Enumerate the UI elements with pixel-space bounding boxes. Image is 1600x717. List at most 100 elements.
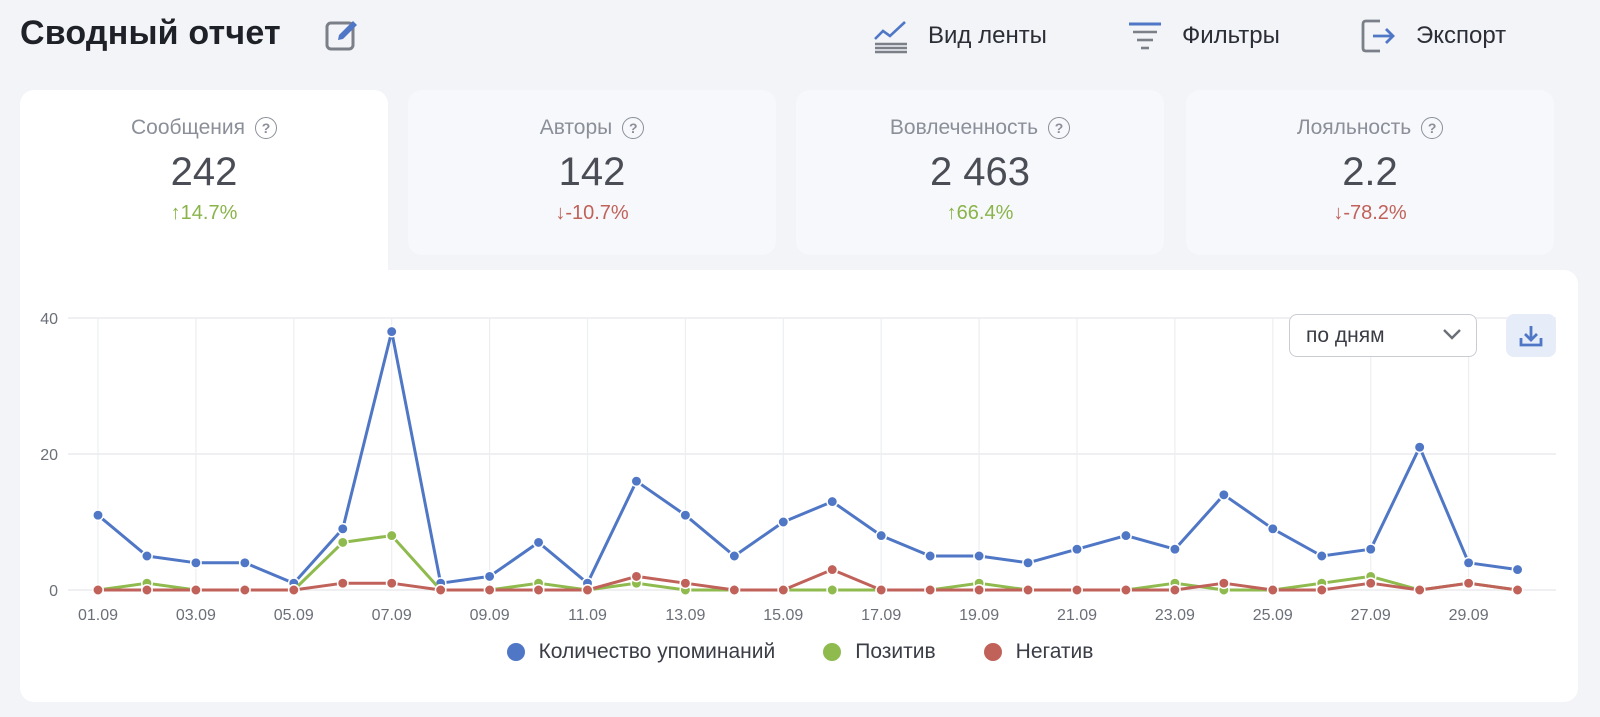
feed-view-label: Вид ленты [928,22,1047,49]
kpi-label: Вовлеченность [889,116,1039,139]
x-tick-label: 01.09 [78,607,118,624]
data-point [141,584,153,596]
data-point [532,536,545,549]
kpi-authors-card[interactable]: Авторы ? 142 ↓-10.7% [408,90,776,255]
chart-legend: Количество упоминаний Позитив Негатив [0,640,1600,664]
data-point [1071,584,1083,596]
x-tick-label: 21.09 [1057,607,1097,624]
legend-label: Количество упоминаний [538,640,776,663]
period-select[interactable]: по дням [1289,314,1477,357]
data-point [1413,441,1426,454]
x-tick-label: 09.09 [470,607,510,624]
data-point [1022,556,1035,569]
data-point [385,325,398,338]
filters-label: Фильтры [1182,22,1280,49]
data-point [434,584,447,596]
filter-icon [1129,22,1161,50]
x-tick-label: 17.09 [861,607,901,624]
y-tick-label: 0 [49,583,58,600]
legend-item-mentions[interactable]: Количество упоминаний [506,640,776,664]
kpi-delta: ↓-10.7% [555,202,629,224]
help-icon[interactable]: ? [1421,117,1444,139]
export-button[interactable]: Экспорт [1360,16,1506,56]
data-point [630,475,643,488]
chevron-down-icon [1443,329,1461,340]
kpi-delta: ↑14.7% [170,202,238,224]
data-point [238,584,251,596]
data-point [189,556,202,569]
data-point [826,584,839,596]
legend-item-negative[interactable]: Негатив [983,640,1094,664]
data-point [483,584,496,596]
help-icon[interactable]: ? [254,117,277,139]
x-tick-label: 11.09 [568,607,607,624]
x-tick-label: 25.09 [1253,607,1293,624]
y-tick-label: 40 [40,311,58,328]
data-point [92,509,104,522]
data-point [336,536,349,549]
kpi-engagement-card[interactable]: Вовлеченность ? 2 463 ↑66.4% [796,90,1164,255]
data-point [1315,584,1328,596]
data-point [532,584,545,596]
kpi-value: 2 463 [929,150,1031,194]
data-point [875,584,888,596]
x-tick-label: 07.09 [372,607,412,624]
feed-view-button[interactable]: Вид ленты [872,16,1047,56]
download-icon [1519,325,1543,346]
data-point [336,577,349,590]
data-point [1168,543,1181,556]
data-point [924,584,937,596]
data-point [1315,550,1328,562]
kpi-value: 142 [558,150,626,194]
edit-icon[interactable] [324,16,362,54]
data-point [1511,584,1524,596]
data-point [1168,584,1181,596]
data-point [1462,577,1475,590]
filters-button[interactable]: Фильтры [1126,16,1280,56]
data-point [1120,529,1132,542]
help-icon[interactable]: ? [622,117,645,139]
legend-dot [823,643,842,661]
kpi-value: 2.2 [1342,150,1398,194]
data-point [385,529,398,542]
legend-item-positive[interactable]: Позитив [823,640,936,664]
data-point [630,570,643,583]
x-tick-label: 13.09 [665,607,705,624]
data-point [336,522,349,535]
kpi-label: Лояльность [1296,116,1412,139]
x-tick-label: 19.09 [959,607,999,624]
kpi-messages-card[interactable]: Сообщения ? 242 ↑14.7% [20,90,388,280]
data-point [973,550,986,562]
x-tick-label: 15.09 [763,607,803,624]
data-point [1364,543,1377,556]
data-point [1266,522,1279,535]
data-point [287,584,300,596]
legend-label: Негатив [1015,640,1094,663]
x-tick-label: 29.09 [1449,607,1489,624]
data-point [875,529,888,542]
data-point [141,550,153,562]
help-icon[interactable]: ? [1048,117,1071,139]
data-point [777,584,790,596]
data-point [1511,563,1524,576]
x-tick-label: 03.09 [176,607,216,624]
x-tick-label: 27.09 [1351,607,1391,624]
data-point [385,577,398,590]
series-line [97,330,1518,585]
data-point [1413,584,1426,596]
kpi-loyalty-card[interactable]: Лояльность ? 2.2 ↓-78.2% [1186,90,1554,255]
chart-lines-icon [874,21,907,54]
data-point [1022,584,1035,596]
data-point [777,516,790,528]
data-point [826,495,839,508]
data-point [826,563,839,576]
kpi-label: Авторы [539,116,613,139]
download-button[interactable] [1506,314,1556,357]
data-point [1217,577,1230,590]
kpi-value: 242 [170,150,238,194]
data-point [1266,584,1279,596]
data-point [973,584,986,596]
data-point [679,509,692,522]
period-select-value: по дням [1306,323,1385,347]
